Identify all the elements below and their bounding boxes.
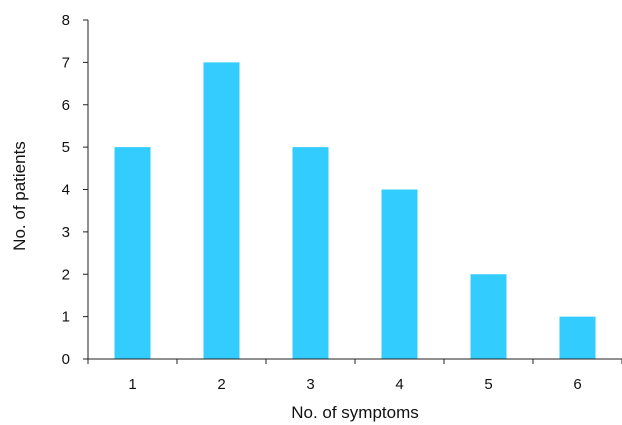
- bar-5: [470, 274, 507, 359]
- x-tick-label: 4: [395, 376, 403, 393]
- y-tick-label: 7: [62, 54, 70, 71]
- y-tick-label: 3: [62, 224, 70, 241]
- x-axis-ticks: 1 2 3 4 5 6: [87, 359, 622, 393]
- y-tick-label: 0: [62, 351, 70, 368]
- y-tick-label: 2: [62, 266, 70, 283]
- x-tick-label: 6: [573, 376, 581, 393]
- x-tick-label: 5: [484, 376, 492, 393]
- x-tick-label: 3: [306, 376, 314, 393]
- y-tick-label: 8: [62, 12, 70, 29]
- bar-4: [381, 189, 418, 359]
- bar-3: [292, 147, 329, 359]
- x-tick-label: 2: [217, 376, 225, 393]
- bar-6: [559, 316, 596, 359]
- y-tick-label: 1: [62, 309, 70, 326]
- y-axis-title: No. of patients: [10, 141, 29, 251]
- y-tick-label: 6: [62, 97, 70, 114]
- y-tick-label: 5: [62, 139, 70, 156]
- axes-group: [87, 20, 622, 360]
- y-axis-ticks: 0 1 2 3 4 5 6 7 8: [62, 12, 88, 368]
- bars-group: [114, 62, 596, 359]
- x-tick-label: 1: [128, 376, 136, 393]
- bar-2: [203, 62, 240, 359]
- x-axis-title: No. of symptoms: [291, 403, 419, 422]
- y-tick-label: 4: [62, 182, 70, 199]
- bar-1: [114, 147, 151, 359]
